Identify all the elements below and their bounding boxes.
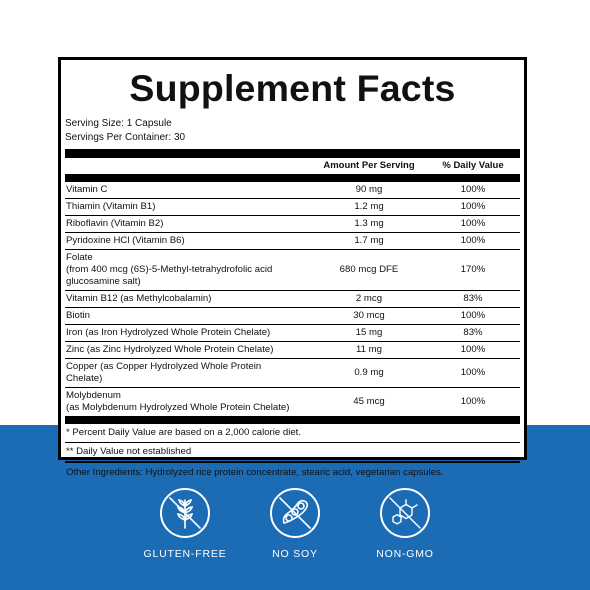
- nutrient-row: Zinc (as Zinc Hydrolyzed Whole Protein C…: [65, 342, 520, 359]
- nutrient-daily-value: 100%: [460, 218, 486, 229]
- nutrient-row: Folate (from 400 mcg (6S)-5-Methyl-tetra…: [65, 250, 520, 291]
- header-divider: [65, 174, 520, 182]
- non-gmo-icon: [380, 488, 430, 538]
- badge-gluten-free: GLUTEN-FREE: [125, 488, 245, 560]
- nutrient-name: Iron (as Iron Hydrolyzed Whole Protein C…: [66, 327, 271, 338]
- badge-row: GLUTEN-FREE NO SOY NON-GMO: [0, 488, 590, 578]
- nutrient-daily-value: 100%: [460, 184, 486, 195]
- nutrient-amount: 45 mcg: [353, 396, 385, 407]
- thick-divider: [65, 149, 520, 158]
- nutrient-row: Vitamin B12 (as Methylcobalamin) 2 mcg 83%: [65, 291, 520, 308]
- nutrient-daily-value: 83%: [463, 293, 483, 304]
- badge-label: GLUTEN-FREE: [143, 548, 227, 560]
- nutrient-amount: 1.2 mg: [354, 201, 384, 212]
- table-end-divider: [65, 417, 520, 424]
- nutrient-row: Riboflavin (Vitamin B2) 1.3 mg 100%: [65, 216, 520, 233]
- nutrient-table: Vitamin C 90 mg 100% Thiamin (Vitamin B1) 1.…: [65, 182, 520, 417]
- nutrient-daily-value: 83%: [463, 327, 483, 338]
- panel-title: Supplement Facts: [129, 67, 456, 109]
- badge-no-soy: NO SOY: [235, 488, 355, 560]
- nutrient-name: Biotin: [66, 310, 90, 321]
- nutrient-daily-value: 100%: [460, 201, 486, 212]
- nutrient-amount: 90 mg: [355, 184, 383, 195]
- nutrient-name: Riboflavin (Vitamin B2): [66, 218, 164, 229]
- nutrient-daily-value: 100%: [460, 235, 486, 246]
- nutrient-amount: 0.9 mg: [354, 367, 384, 378]
- nutrient-daily-value: 100%: [460, 344, 486, 355]
- footnote-not-established: ** Daily Value not established: [65, 443, 520, 463]
- nutrient-row: Vitamin C 90 mg 100%: [65, 182, 520, 199]
- nutrient-row: Molybdenum (as Molybdenum Hydrolyzed Who…: [65, 388, 520, 417]
- nutrient-amount: 1.7 mg: [354, 235, 384, 246]
- other-ingredients: Other Ingredients: Hydrolyzed rice prote…: [66, 467, 444, 478]
- nutrient-row: Biotin 30 mcg 100%: [65, 308, 520, 325]
- no-soy-icon: [270, 488, 320, 538]
- nutrient-name: Folate (from 400 mcg (6S)-5-Methyl-tetra…: [66, 252, 273, 287]
- nutrient-amount: 1.3 mg: [354, 218, 384, 229]
- nutrient-name: Vitamin C: [66, 184, 108, 195]
- nutrient-name: Vitamin B12 (as Methylcobalamin): [66, 293, 212, 304]
- footnote-dv: * Percent Daily Value are based on a 2,0…: [65, 424, 520, 443]
- badge-non-gmo: NON-GMO: [345, 488, 465, 560]
- nutrient-row: Thiamin (Vitamin B1) 1.2 mg 100%: [65, 199, 520, 216]
- nutrient-row: Pyridoxine HCl (Vitamin B6) 1.7 mg 100%: [65, 233, 520, 250]
- supplement-facts-panel: Supplement Facts Serving Size: 1 Capsule…: [58, 57, 527, 478]
- nutrient-amount: 11 mg: [356, 344, 382, 355]
- column-headers: Amount Per Serving % Daily Value: [65, 158, 520, 174]
- gluten-free-icon: [160, 488, 210, 538]
- nutrient-daily-value: 100%: [460, 396, 486, 407]
- nutrient-name: Pyridoxine HCl (Vitamin B6): [66, 235, 185, 246]
- nutrient-name: Copper (as Copper Hydrolyzed Whole Prote…: [66, 361, 262, 384]
- nutrient-name: Thiamin (Vitamin B1): [66, 201, 156, 212]
- nutrient-amount: 15 mg: [355, 327, 383, 338]
- nutrient-daily-value: 100%: [460, 367, 486, 378]
- serving-size: Serving Size: 1 Capsule: [65, 118, 172, 129]
- nutrient-amount: 30 mcg: [353, 310, 385, 321]
- nutrient-row: Copper (as Copper Hydrolyzed Whole Prote…: [65, 359, 520, 388]
- badge-label: NON-GMO: [376, 548, 434, 560]
- nutrient-name: Zinc (as Zinc Hydrolyzed Whole Protein C…: [66, 344, 274, 355]
- nutrient-name: Molybdenum (as Molybdenum Hydrolyzed Who…: [66, 390, 290, 413]
- nutrient-daily-value: 100%: [460, 310, 486, 321]
- badge-label: NO SOY: [272, 548, 318, 560]
- nutrient-row: Iron (as Iron Hydrolyzed Whole Protein C…: [65, 325, 520, 342]
- nutrient-daily-value: 170%: [460, 264, 486, 275]
- servings-per-container: Servings Per Container: 30: [65, 132, 186, 143]
- nutrient-amount: 680 mcg DFE: [339, 264, 399, 275]
- amount-header: Amount Per Serving: [323, 160, 415, 171]
- daily-value-header: % Daily Value: [442, 160, 504, 171]
- nutrient-amount: 2 mcg: [355, 293, 383, 304]
